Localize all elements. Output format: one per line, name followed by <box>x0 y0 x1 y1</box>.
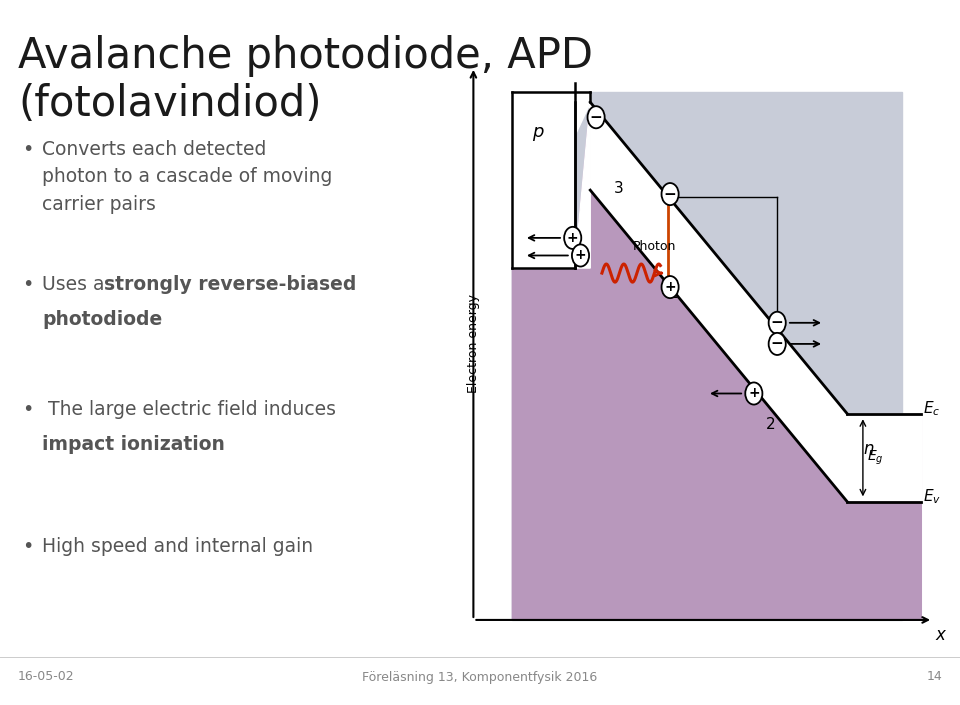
Text: •: • <box>22 537 34 556</box>
Text: 1: 1 <box>668 286 678 301</box>
Circle shape <box>769 333 786 355</box>
Text: 16-05-02: 16-05-02 <box>18 670 75 684</box>
Text: +: + <box>748 386 759 400</box>
Text: $n$: $n$ <box>863 440 875 458</box>
Text: 2: 2 <box>765 417 775 432</box>
Circle shape <box>661 183 679 205</box>
Text: •: • <box>22 275 34 294</box>
Circle shape <box>661 276 679 298</box>
Polygon shape <box>590 102 922 502</box>
Text: Föreläsning 13, Komponentfysik 2016: Föreläsning 13, Komponentfysik 2016 <box>362 670 598 684</box>
Text: $x$: $x$ <box>935 626 947 644</box>
Text: −: − <box>771 315 783 331</box>
Circle shape <box>588 106 605 128</box>
Text: •: • <box>22 400 34 419</box>
Polygon shape <box>513 92 901 620</box>
Text: 3: 3 <box>613 180 623 196</box>
Circle shape <box>572 245 589 266</box>
Text: •: • <box>22 140 34 159</box>
Text: High speed and internal gain: High speed and internal gain <box>42 537 313 556</box>
Text: photodiode: photodiode <box>42 310 162 329</box>
Text: +: + <box>567 231 579 245</box>
Text: $E_v$: $E_v$ <box>924 487 942 506</box>
Text: The large electric field induces: The large electric field induces <box>42 400 336 419</box>
Text: +: + <box>575 248 587 262</box>
Text: −: − <box>771 336 783 351</box>
Text: −: − <box>589 110 603 125</box>
Circle shape <box>769 312 786 334</box>
Circle shape <box>564 227 582 249</box>
Text: strongly reverse-biased: strongly reverse-biased <box>104 275 356 294</box>
Text: Converts each detected
photon to a cascade of moving
carrier pairs: Converts each detected photon to a casca… <box>42 140 332 214</box>
Text: $E_c$: $E_c$ <box>924 400 941 418</box>
Text: impact ionization: impact ionization <box>42 435 225 454</box>
Text: 14: 14 <box>926 670 942 684</box>
Text: −: − <box>663 187 677 202</box>
Text: Electron energy: Electron energy <box>467 294 480 393</box>
Text: Avalanche photodiode, APD: Avalanche photodiode, APD <box>18 35 593 77</box>
Text: Photon: Photon <box>633 240 677 254</box>
Polygon shape <box>513 92 590 268</box>
Text: $p$: $p$ <box>532 125 544 143</box>
Circle shape <box>745 382 762 405</box>
Text: $E_g$: $E_g$ <box>867 448 883 467</box>
Polygon shape <box>513 92 590 268</box>
Text: (fotolavindiod): (fotolavindiod) <box>18 83 322 125</box>
Polygon shape <box>513 102 922 620</box>
Text: +: + <box>664 280 676 294</box>
Text: Uses a: Uses a <box>42 275 110 294</box>
